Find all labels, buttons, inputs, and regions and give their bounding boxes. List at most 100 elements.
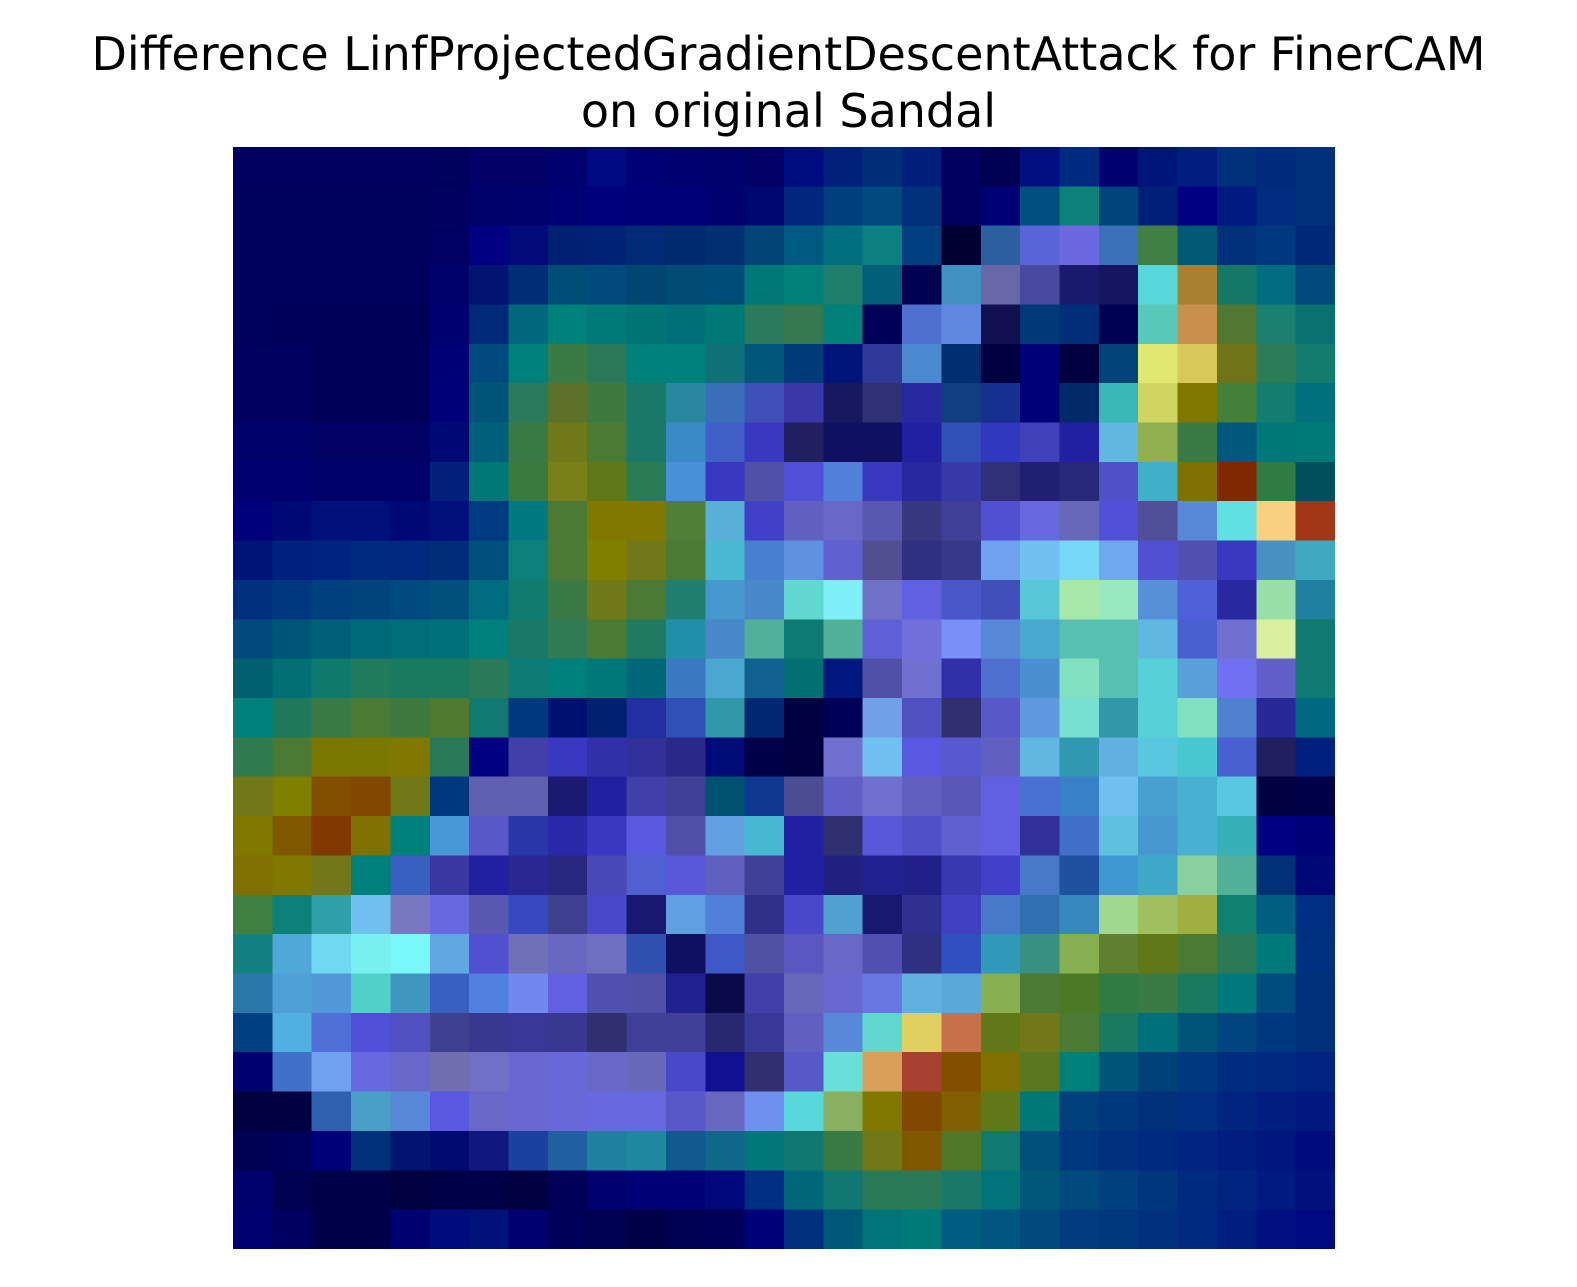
heatmap-cell-r0-c27 <box>1295 147 1335 187</box>
heatmap-cell-r22-c25 <box>1216 1012 1257 1053</box>
heatmap-cell-r9-c16 <box>862 501 903 542</box>
heatmap-cell-r26-c24 <box>1177 1170 1218 1211</box>
heatmap-cell-r25-c9 <box>587 1130 628 1171</box>
heatmap-cell-r20-c15 <box>823 934 864 975</box>
heatmap-cell-r18-c25 <box>1216 855 1257 896</box>
heatmap-cell-r1-c13 <box>744 186 785 227</box>
heatmap-cell-r18-c13 <box>744 855 785 896</box>
heatmap-cell-r15-c0 <box>233 737 273 778</box>
heatmap-cell-r11-c22 <box>1098 579 1139 620</box>
heatmap-cell-r19-c8 <box>547 894 588 935</box>
heatmap-cell-r24-c5 <box>429 1091 470 1132</box>
heatmap-cell-r6-c2 <box>311 383 352 424</box>
heatmap-cell-r23-c18 <box>941 1052 982 1093</box>
heatmap-cell-r16-c15 <box>823 776 864 817</box>
heatmap-cell-r25-c22 <box>1098 1130 1139 1171</box>
heatmap-cell-r13-c1 <box>272 658 313 699</box>
heatmap-cell-r0-c11 <box>665 147 706 187</box>
heatmap-cell-r15-c11 <box>665 737 706 778</box>
heatmap-cell-r23-c11 <box>665 1052 706 1093</box>
heatmap-cell-r3-c3 <box>351 265 392 306</box>
heatmap-cell-r16-c4 <box>390 776 431 817</box>
heatmap-cell-r7-c15 <box>823 422 864 463</box>
heatmap-cell-r26-c26 <box>1256 1170 1297 1211</box>
heatmap-cell-r9-c27 <box>1295 501 1335 542</box>
heatmap-cell-r3-c26 <box>1256 265 1297 306</box>
heatmap-cell-r3-c5 <box>429 265 470 306</box>
heatmap-cell-r13-c5 <box>429 658 470 699</box>
heatmap-cell-r2-c20 <box>1020 225 1061 266</box>
heatmap-cell-r13-c21 <box>1059 658 1100 699</box>
heatmap-cell-r12-c13 <box>744 619 785 660</box>
heatmap-cell-r6-c20 <box>1020 383 1061 424</box>
heatmap-cell-r6-c10 <box>626 383 667 424</box>
heatmap-cell-r14-c4 <box>390 698 431 738</box>
heatmap-cell-r12-c4 <box>390 619 431 660</box>
heatmap-cell-r24-c26 <box>1256 1091 1297 1132</box>
heatmap-cell-r4-c19 <box>980 304 1021 345</box>
heatmap-cell-r21-c8 <box>547 973 588 1014</box>
heatmap-cell-r24-c18 <box>941 1091 982 1132</box>
heatmap-cell-r12-c25 <box>1216 619 1257 660</box>
heatmap-cell-r17-c22 <box>1098 816 1139 857</box>
heatmap-cell-r17-c9 <box>587 816 628 857</box>
heatmap-cell-r15-c26 <box>1256 737 1297 778</box>
heatmap-cell-r15-c21 <box>1059 737 1100 778</box>
heatmap-cell-r13-c9 <box>587 658 628 699</box>
heatmap-cell-r21-c4 <box>390 973 431 1014</box>
heatmap-cell-r0-c14 <box>784 147 824 187</box>
heatmap-cell-r21-c12 <box>705 973 746 1014</box>
heatmap-cell-r19-c9 <box>587 894 628 935</box>
heatmap-cell-r26-c19 <box>980 1170 1021 1211</box>
heatmap-cell-r0-c17 <box>902 147 943 187</box>
heatmap-cell-r24-c17 <box>902 1091 943 1132</box>
heatmap-cell-r15-c9 <box>587 737 628 778</box>
heatmap-cell-r18-c18 <box>941 855 982 896</box>
heatmap-cell-r11-c16 <box>862 579 903 620</box>
heatmap-cell-r20-c25 <box>1216 934 1257 975</box>
heatmap-cell-r11-c10 <box>626 579 667 620</box>
heatmap-cell-r24-c1 <box>272 1091 313 1132</box>
heatmap-cell-r5-c1 <box>272 343 313 384</box>
heatmap-cell-r21-c17 <box>902 973 943 1014</box>
heatmap-cell-r2-c5 <box>429 225 470 266</box>
heatmap-cell-r10-c26 <box>1256 540 1297 581</box>
heatmap-cell-r20-c4 <box>390 934 431 975</box>
heatmap-cell-r3-c13 <box>744 265 785 306</box>
heatmap-cell-r18-c12 <box>705 855 746 896</box>
heatmap-cell-r8-c13 <box>744 461 785 502</box>
heatmap-cell-r5-c22 <box>1098 343 1139 384</box>
heatmap-cell-r24-c16 <box>862 1091 903 1132</box>
heatmap-cell-r26-c21 <box>1059 1170 1100 1211</box>
heatmap-cell-r20-c14 <box>784 934 824 975</box>
heatmap-cell-r20-c16 <box>862 934 903 975</box>
heatmap-cell-r2-c13 <box>744 225 785 266</box>
heatmap-cell-r10-c23 <box>1138 540 1179 581</box>
heatmap-cell-r14-c16 <box>862 698 903 738</box>
heatmap-cell-r4-c7 <box>508 304 549 345</box>
heatmap-cell-r1-c3 <box>351 186 392 227</box>
heatmap-cell-r27-c3 <box>351 1209 392 1249</box>
heatmap-cell-r26-c3 <box>351 1170 392 1211</box>
heatmap-cell-r18-c21 <box>1059 855 1100 896</box>
heatmap-cell-r15-c6 <box>469 737 510 778</box>
heatmap-cell-r19-c6 <box>469 894 510 935</box>
heatmap-cell-r5-c11 <box>665 343 706 384</box>
heatmap-cell-r25-c21 <box>1059 1130 1100 1171</box>
heatmap-cell-r19-c15 <box>823 894 864 935</box>
heatmap-cell-r1-c25 <box>1216 186 1257 227</box>
heatmap-cell-r1-c16 <box>862 186 903 227</box>
heatmap-cell-r6-c18 <box>941 383 982 424</box>
heatmap-cell-r7-c26 <box>1256 422 1297 463</box>
heatmap-cell-r7-c17 <box>902 422 943 463</box>
heatmap-cell-r11-c15 <box>823 579 864 620</box>
heatmap-cell-r15-c27 <box>1295 737 1335 778</box>
heatmap-cell-r8-c4 <box>390 461 431 502</box>
heatmap-cell-r18-c7 <box>508 855 549 896</box>
heatmap-cell-r7-c12 <box>705 422 746 463</box>
heatmap-cell-r18-c9 <box>587 855 628 896</box>
heatmap-cell-r1-c21 <box>1059 186 1100 227</box>
heatmap-cell-r26-c23 <box>1138 1170 1179 1211</box>
heatmap-cell-r4-c13 <box>744 304 785 345</box>
heatmap-cell-r22-c26 <box>1256 1012 1297 1053</box>
